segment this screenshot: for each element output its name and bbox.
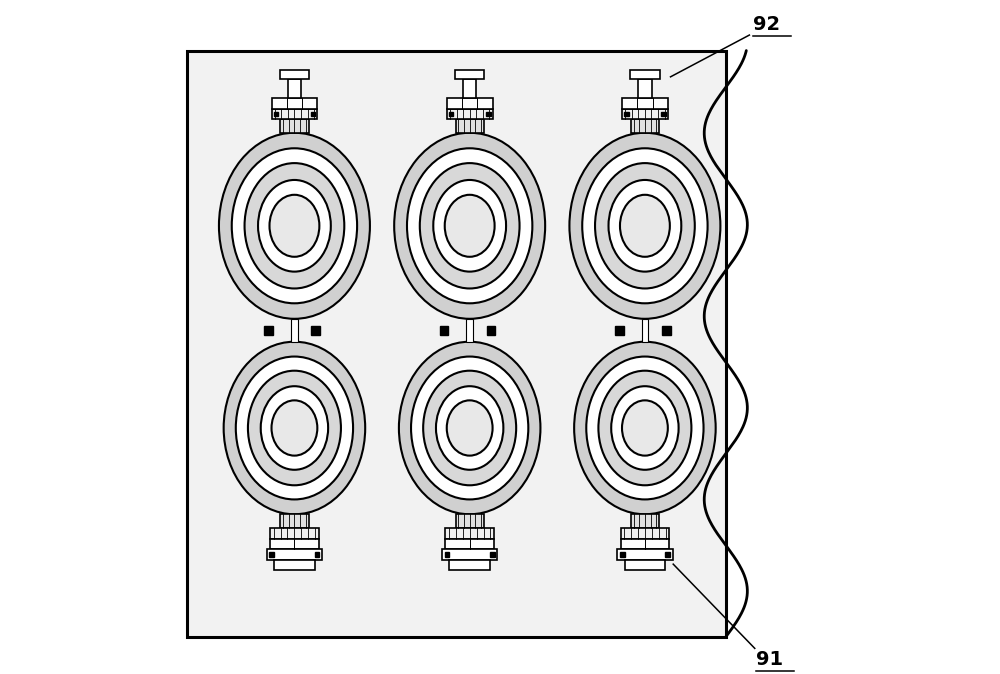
Bar [280, 514, 309, 528]
Ellipse shape [224, 342, 365, 514]
Ellipse shape [582, 148, 708, 303]
Bar [456, 119, 484, 133]
Ellipse shape [407, 148, 532, 303]
Bar [665, 553, 670, 557]
Bar [749, 0, 884, 674]
Ellipse shape [394, 133, 545, 319]
Bar [622, 109, 668, 119]
Ellipse shape [269, 195, 319, 257]
Ellipse shape [574, 342, 716, 514]
Ellipse shape [258, 180, 331, 272]
Ellipse shape [399, 342, 540, 514]
Bar [455, 70, 484, 79]
Ellipse shape [620, 195, 670, 257]
Bar [267, 549, 322, 560]
Bar [272, 109, 317, 119]
Bar [447, 109, 493, 119]
Bar [272, 98, 317, 109]
Bar [445, 539, 494, 549]
Bar [274, 560, 315, 570]
Ellipse shape [245, 163, 344, 288]
Ellipse shape [420, 163, 520, 288]
Ellipse shape [569, 133, 720, 319]
Ellipse shape [433, 180, 506, 272]
Bar [621, 528, 669, 539]
Ellipse shape [219, 133, 370, 319]
Ellipse shape [248, 371, 341, 485]
Bar [631, 119, 659, 133]
Bar [638, 79, 652, 98]
Bar [442, 549, 497, 560]
Bar [463, 79, 476, 98]
Bar [487, 326, 495, 334]
Bar [270, 539, 319, 549]
Bar [288, 79, 301, 98]
Bar [311, 111, 315, 116]
Bar [315, 553, 319, 557]
Bar [490, 553, 495, 557]
Bar [630, 70, 660, 79]
Bar [486, 111, 491, 116]
Ellipse shape [598, 371, 691, 485]
Bar [447, 98, 493, 109]
Bar [440, 326, 448, 334]
Bar [280, 70, 309, 79]
Ellipse shape [445, 195, 495, 257]
Bar [622, 98, 668, 109]
Bar [642, 319, 648, 342]
Bar [187, 51, 726, 637]
Ellipse shape [622, 400, 668, 456]
Ellipse shape [423, 371, 516, 485]
Bar [269, 553, 274, 557]
Ellipse shape [611, 386, 679, 470]
Bar [615, 326, 624, 334]
Ellipse shape [595, 163, 695, 288]
Bar [662, 326, 671, 334]
Bar [280, 119, 309, 133]
Text: 92: 92 [753, 15, 780, 34]
Bar [456, 514, 484, 528]
Ellipse shape [232, 148, 357, 303]
Bar [631, 514, 659, 528]
Bar [449, 111, 453, 116]
Text: 91: 91 [756, 650, 783, 669]
Ellipse shape [436, 386, 503, 470]
Ellipse shape [609, 180, 681, 272]
Bar [620, 553, 625, 557]
Bar [311, 326, 320, 334]
Bar [445, 553, 449, 557]
Ellipse shape [236, 357, 353, 499]
Bar [445, 528, 494, 539]
Ellipse shape [261, 386, 328, 470]
Bar [625, 560, 665, 570]
Bar [274, 111, 278, 116]
Bar [264, 326, 273, 334]
Bar [621, 539, 669, 549]
Bar [617, 549, 673, 560]
Ellipse shape [272, 400, 317, 456]
Ellipse shape [586, 357, 704, 499]
Bar [291, 319, 298, 342]
Bar [661, 111, 666, 116]
Bar [270, 528, 319, 539]
Ellipse shape [411, 357, 528, 499]
Bar [466, 319, 473, 342]
Bar [449, 560, 490, 570]
Bar [624, 111, 629, 116]
Ellipse shape [447, 400, 493, 456]
